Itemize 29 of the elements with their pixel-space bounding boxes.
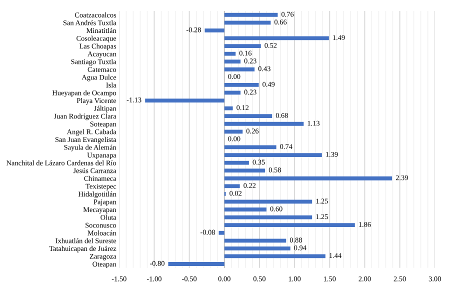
- bar: [224, 130, 243, 134]
- bar: [224, 168, 266, 173]
- bar: [145, 98, 224, 102]
- bar: [224, 106, 233, 110]
- bar: [224, 160, 249, 165]
- bar: [224, 223, 355, 228]
- bar: [224, 246, 290, 250]
- bar: [224, 208, 266, 212]
- bar: [224, 114, 272, 118]
- bar: [168, 262, 224, 266]
- bar: [204, 28, 224, 32]
- bar: [224, 36, 329, 40]
- bar: [224, 52, 236, 56]
- bar: [218, 230, 224, 235]
- bar: [224, 200, 312, 204]
- bar: [224, 176, 392, 180]
- bar: [224, 122, 304, 126]
- bar: [224, 44, 261, 48]
- bar: [224, 215, 312, 220]
- bar: [224, 83, 259, 87]
- bar: [224, 145, 276, 150]
- bar: [224, 254, 326, 258]
- bar: [224, 60, 241, 64]
- bar: [224, 153, 322, 157]
- bar: [224, 184, 240, 188]
- bar: [224, 12, 278, 17]
- bar: [224, 67, 255, 72]
- bar: [224, 238, 286, 243]
- bar: [224, 20, 271, 25]
